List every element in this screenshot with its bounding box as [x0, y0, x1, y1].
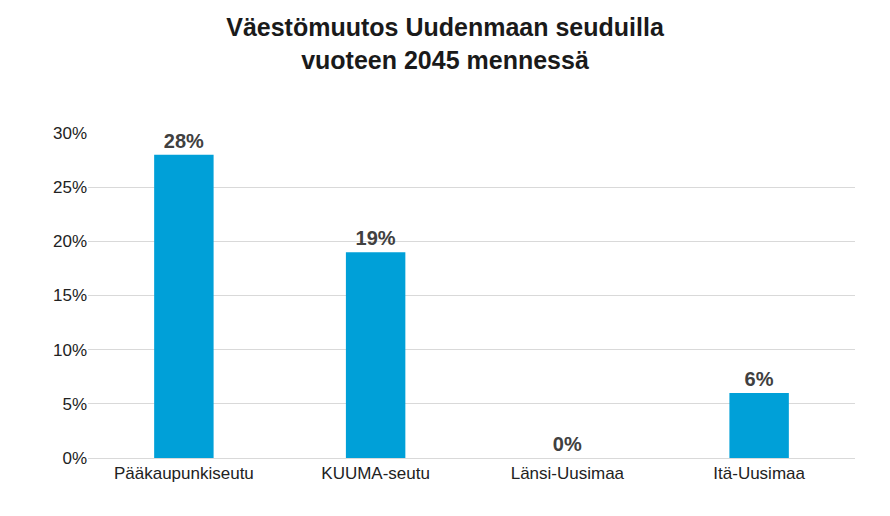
svg-text:5%: 5% [62, 395, 87, 414]
svg-text:10%: 10% [53, 341, 87, 360]
svg-text:KUUMA-seutu: KUUMA-seutu [321, 464, 430, 483]
svg-text:Itä-Uusimaa: Itä-Uusimaa [713, 464, 805, 483]
svg-text:0%: 0% [553, 433, 582, 455]
svg-text:20%: 20% [53, 232, 87, 251]
svg-text:25%: 25% [53, 178, 87, 197]
svg-text:28%: 28% [164, 130, 204, 152]
svg-text:15%: 15% [53, 286, 87, 305]
svg-text:19%: 19% [356, 227, 396, 249]
svg-text:Väestömuutos Uudenmaan seuduil: Väestömuutos Uudenmaan seuduillavuoteen … [226, 13, 665, 73]
svg-text:0%: 0% [62, 449, 87, 468]
svg-text:Pääkaupunkiseutu: Pääkaupunkiseutu [114, 464, 254, 483]
svg-text:Länsi-Uusimaa: Länsi-Uusimaa [511, 464, 625, 483]
svg-text:30%: 30% [53, 124, 87, 143]
svg-text:6%: 6% [745, 368, 774, 390]
